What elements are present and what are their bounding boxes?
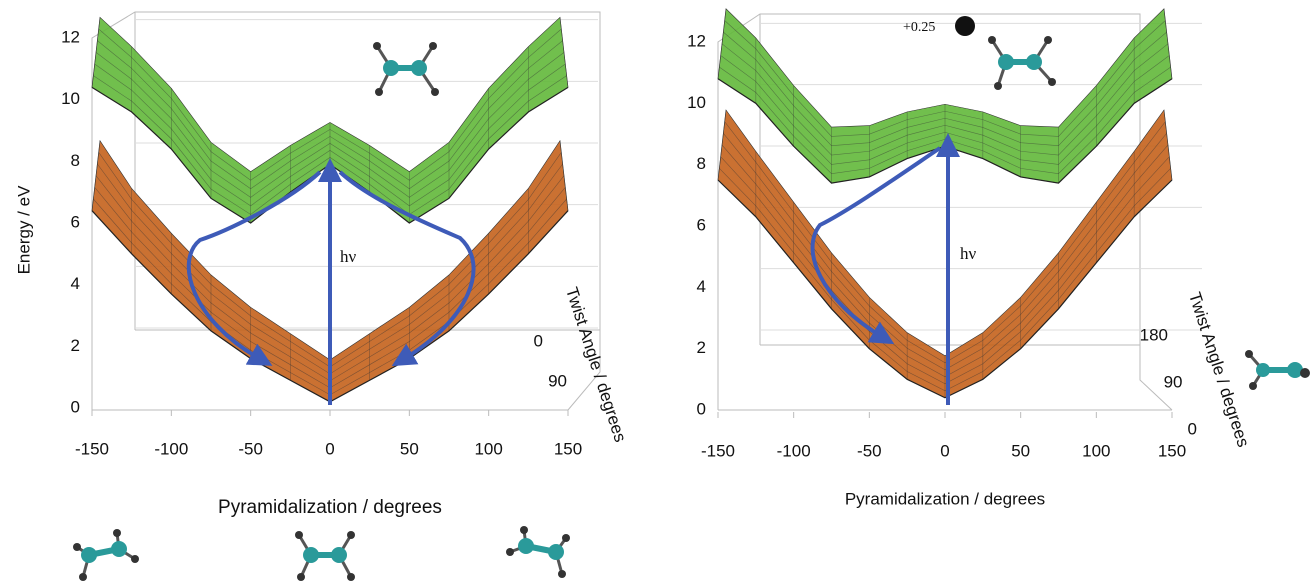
x-tick-label: 0 bbox=[940, 441, 949, 460]
y-tick-label: 8 bbox=[697, 154, 706, 173]
z-tick-label: 90 bbox=[548, 371, 567, 390]
x-tick-label: 50 bbox=[400, 439, 419, 458]
surface-edge bbox=[717, 179, 1173, 399]
mesh-line bbox=[559, 17, 569, 88]
molecule bbox=[506, 526, 570, 578]
y-axis-title: Energy / eV bbox=[14, 185, 33, 274]
x-tick-label: -100 bbox=[154, 439, 188, 458]
molecule bbox=[988, 36, 1056, 90]
y-tick-label: 4 bbox=[71, 274, 80, 293]
x-tick-label: 100 bbox=[1082, 441, 1110, 460]
x-tick-label: -50 bbox=[238, 439, 263, 458]
z-tick-label: 0 bbox=[534, 331, 543, 350]
x-tick-label: 100 bbox=[474, 439, 502, 458]
mesh-line bbox=[1163, 109, 1173, 181]
x-tick-label: -150 bbox=[75, 439, 109, 458]
y-tick-label: 2 bbox=[71, 336, 80, 355]
mesh-line bbox=[720, 156, 1170, 385]
x-tick-label: 50 bbox=[1011, 441, 1030, 460]
x-axis-title: Pyramidalization / degrees bbox=[845, 489, 1045, 508]
mesh-line bbox=[559, 140, 569, 211]
z-tick-label: 0 bbox=[1188, 419, 1197, 438]
annotation: hν bbox=[960, 244, 977, 263]
mesh-line bbox=[91, 140, 101, 211]
annotation: +0.25 bbox=[903, 20, 935, 35]
x-tick-label: -50 bbox=[857, 441, 882, 460]
molecule bbox=[373, 42, 439, 96]
molecule bbox=[73, 529, 139, 581]
z-axis-title: Twist Angle / degrees bbox=[562, 285, 630, 445]
y-tick-label: 6 bbox=[697, 215, 706, 234]
z-tick-label: 180 bbox=[1140, 325, 1168, 344]
x-tick-label: 150 bbox=[1158, 441, 1186, 460]
arrows bbox=[186, 133, 960, 405]
molecule bbox=[1245, 350, 1310, 390]
mesh-line bbox=[721, 144, 1169, 378]
x-tick-label: 150 bbox=[554, 439, 582, 458]
mesh-line bbox=[91, 17, 101, 88]
x-tick-label: -100 bbox=[777, 441, 811, 460]
x-tick-label: 0 bbox=[325, 439, 334, 458]
molecule bbox=[295, 531, 355, 581]
y-tick-label: 10 bbox=[61, 89, 80, 108]
y-tick-label: 4 bbox=[697, 277, 706, 296]
x-axis-title: Pyramidalization / degrees bbox=[218, 497, 442, 518]
annotation: hν bbox=[340, 247, 357, 266]
mesh-line bbox=[717, 8, 727, 79]
y-tick-label: 12 bbox=[687, 31, 706, 50]
y-tick-label: 0 bbox=[697, 399, 706, 418]
y-tick-label: 0 bbox=[71, 397, 80, 416]
y-tick-label: 6 bbox=[71, 212, 80, 231]
y-tick-label: 10 bbox=[687, 93, 706, 112]
x-tick-label: -150 bbox=[701, 441, 735, 460]
charge-dot bbox=[955, 16, 975, 36]
y-tick-label: 2 bbox=[697, 338, 706, 357]
surface-fill bbox=[717, 8, 1173, 184]
z-tick-label: 90 bbox=[1164, 372, 1183, 391]
y-tick-label: 8 bbox=[71, 151, 80, 170]
mesh-line bbox=[717, 109, 727, 181]
mesh-line bbox=[1163, 8, 1173, 79]
y-tick-label: 12 bbox=[61, 27, 80, 46]
